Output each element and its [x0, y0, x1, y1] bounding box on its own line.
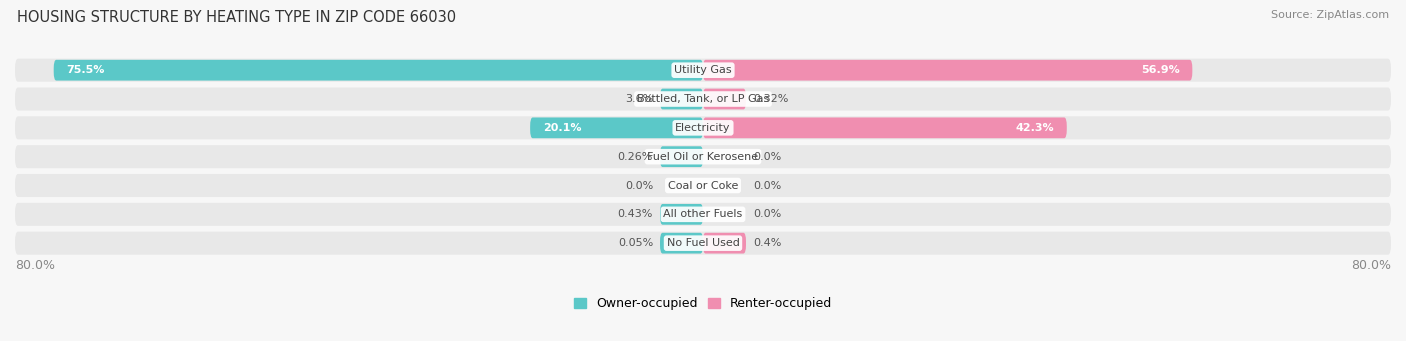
FancyBboxPatch shape — [15, 59, 1391, 82]
Text: 0.4%: 0.4% — [752, 238, 782, 248]
Text: 75.5%: 75.5% — [66, 65, 105, 75]
Text: 80.0%: 80.0% — [15, 259, 55, 272]
FancyBboxPatch shape — [15, 232, 1391, 255]
Text: Fuel Oil or Kerosene: Fuel Oil or Kerosene — [647, 152, 759, 162]
Text: 0.26%: 0.26% — [617, 152, 654, 162]
Text: 80.0%: 80.0% — [1351, 259, 1391, 272]
Text: 0.05%: 0.05% — [617, 238, 654, 248]
Text: All other Fuels: All other Fuels — [664, 209, 742, 219]
Text: 56.9%: 56.9% — [1140, 65, 1180, 75]
FancyBboxPatch shape — [659, 204, 703, 225]
Text: HOUSING STRUCTURE BY HEATING TYPE IN ZIP CODE 66030: HOUSING STRUCTURE BY HEATING TYPE IN ZIP… — [17, 10, 456, 25]
FancyBboxPatch shape — [15, 174, 1391, 197]
FancyBboxPatch shape — [15, 88, 1391, 110]
Text: 0.0%: 0.0% — [752, 152, 782, 162]
FancyBboxPatch shape — [15, 203, 1391, 226]
FancyBboxPatch shape — [659, 89, 703, 109]
Text: 0.43%: 0.43% — [617, 209, 654, 219]
FancyBboxPatch shape — [15, 116, 1391, 139]
Text: No Fuel Used: No Fuel Used — [666, 238, 740, 248]
Text: 0.0%: 0.0% — [752, 180, 782, 191]
FancyBboxPatch shape — [530, 117, 703, 138]
Text: Coal or Coke: Coal or Coke — [668, 180, 738, 191]
FancyBboxPatch shape — [15, 145, 1391, 168]
FancyBboxPatch shape — [703, 233, 747, 254]
Text: 0.32%: 0.32% — [752, 94, 789, 104]
Text: 42.3%: 42.3% — [1015, 123, 1054, 133]
Text: Source: ZipAtlas.com: Source: ZipAtlas.com — [1271, 10, 1389, 20]
FancyBboxPatch shape — [659, 233, 703, 254]
FancyBboxPatch shape — [703, 89, 747, 109]
FancyBboxPatch shape — [703, 117, 1067, 138]
Text: 0.0%: 0.0% — [624, 180, 654, 191]
FancyBboxPatch shape — [703, 60, 1192, 80]
FancyBboxPatch shape — [659, 146, 703, 167]
Text: Utility Gas: Utility Gas — [675, 65, 731, 75]
Text: 3.6%: 3.6% — [624, 94, 654, 104]
Text: 0.0%: 0.0% — [752, 209, 782, 219]
Text: Bottled, Tank, or LP Gas: Bottled, Tank, or LP Gas — [637, 94, 769, 104]
FancyBboxPatch shape — [53, 60, 703, 80]
Text: Electricity: Electricity — [675, 123, 731, 133]
Text: 20.1%: 20.1% — [543, 123, 582, 133]
Legend: Owner-occupied, Renter-occupied: Owner-occupied, Renter-occupied — [574, 297, 832, 310]
